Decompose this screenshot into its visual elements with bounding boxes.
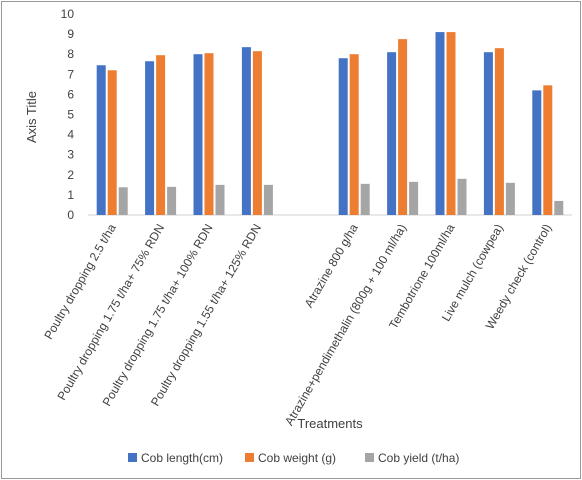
bar (494, 48, 504, 215)
legend-label: Cob weight (g) (258, 451, 336, 465)
bar (338, 58, 348, 215)
bar (457, 178, 467, 215)
bar (252, 51, 262, 216)
y-tick-label: 3 (67, 148, 74, 162)
bar (193, 54, 203, 216)
bar (532, 90, 542, 215)
legend: Cob length(cm) Cob weight (g) Cob yield (t… (128, 451, 459, 465)
bar (483, 52, 493, 215)
bars (96, 32, 564, 216)
y-tick-label: 0 (67, 208, 74, 222)
bar (156, 55, 166, 215)
y-tick-label: 2 (67, 168, 74, 182)
legend-label: Cob length(cm) (141, 451, 223, 465)
bar (167, 186, 177, 215)
bar (543, 85, 553, 215)
bar (107, 70, 117, 215)
bar (409, 181, 419, 215)
bar (360, 183, 370, 215)
bar (349, 54, 359, 216)
bar (435, 32, 445, 216)
x-axis-title: Treatments (297, 416, 363, 431)
x-tick-label: Atrazine 800 g/ha (302, 221, 361, 310)
y-tick-label: 1 (67, 188, 74, 202)
legend-swatch (365, 453, 374, 462)
bar (96, 65, 106, 215)
bar (118, 187, 128, 215)
bar (446, 32, 456, 216)
bar (505, 182, 515, 215)
bar (145, 61, 155, 215)
legend-swatch (128, 453, 137, 462)
bar (241, 47, 251, 215)
bar (204, 53, 214, 215)
y-axis-ticks: 0 1 2 3 4 5 6 7 8 9 10 (61, 7, 75, 222)
bar (554, 200, 564, 215)
y-tick-label: 10 (61, 7, 75, 21)
bar (215, 184, 225, 215)
y-tick-label: 9 (67, 27, 74, 41)
y-tick-label: 6 (67, 87, 74, 101)
legend-label: Cob yield (t/ha) (378, 451, 459, 465)
y-axis-title: Axis Title (24, 91, 39, 143)
legend-swatch (245, 453, 254, 462)
y-tick-label: 8 (67, 47, 74, 61)
y-tick-label: 5 (67, 108, 74, 122)
bar (263, 184, 273, 215)
y-tick-label: 7 (67, 67, 74, 81)
y-tick-label: 4 (67, 128, 74, 142)
bar (398, 39, 408, 215)
bar (387, 52, 397, 215)
